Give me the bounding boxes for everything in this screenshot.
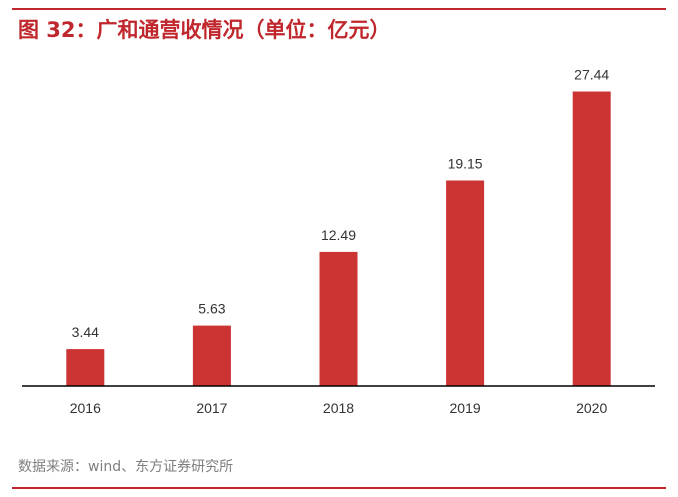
data-label-2020: 27.44 [574,67,609,83]
bar-2019 [446,180,485,386]
top-rule [12,8,666,10]
x-tick-label-2016: 2016 [70,400,101,416]
data-label-2016: 3.44 [72,324,99,340]
x-tick-label-2020: 2020 [576,400,607,416]
source-note: 数据来源：wind、东方证券研究所 [18,459,234,475]
bar-2016 [66,349,105,386]
bar-2017 [192,325,231,386]
data-label-2018: 12.49 [321,227,356,243]
data-label-2019: 19.15 [448,156,483,172]
bar-2020 [572,91,611,386]
data-label-2017: 5.63 [198,301,225,317]
bottom-rule [12,487,666,489]
bar-2018 [319,251,358,386]
x-tick-label-2018: 2018 [323,400,354,416]
x-tick-label-2017: 2017 [196,400,227,416]
x-tick-label-2019: 2019 [450,400,481,416]
chart-title: 图 32：广和通营收情况（单位：亿元） [18,18,391,42]
